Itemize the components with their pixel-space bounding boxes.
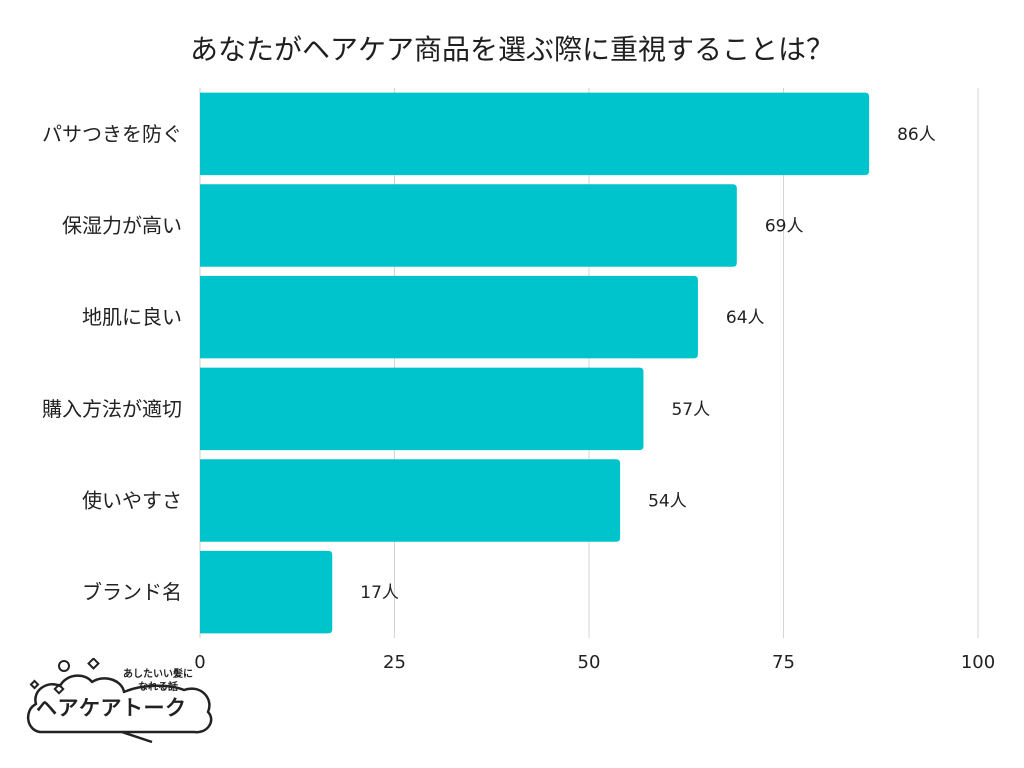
logo-tagline-line1: あしたいい髪に [123, 669, 193, 680]
bar [200, 92, 870, 176]
value-labels: 86人 69人 64人 57人 54人 17人 [360, 125, 935, 603]
bar [200, 459, 621, 542]
logo-text: ヘアケアトーク [36, 696, 187, 720]
bar [200, 184, 737, 267]
category-label: 保湿力が高い [62, 214, 182, 238]
bar [200, 367, 644, 451]
value-label: 69人 [765, 217, 804, 237]
chart-title: あなたがヘアケア商品を選ぶ際に重視することは？ [189, 33, 834, 66]
x-tick-label: 50 [578, 652, 601, 673]
x-tick-label: 0 [194, 652, 205, 673]
category-label: 使いやすさ [82, 489, 182, 513]
value-label: 86人 [897, 125, 936, 145]
brand-logo: あしたいい髪に なれる話 ヘアケアトーク [22, 658, 222, 744]
x-tick-label: 75 [772, 652, 795, 673]
category-label: 購入方法が適切 [42, 397, 182, 421]
value-label: 64人 [726, 308, 765, 328]
logo-tagline-line2: なれる話 [138, 682, 178, 693]
bars [200, 92, 870, 634]
logo-cloud-icon [27, 658, 213, 744]
x-tick-label: 25 [383, 652, 406, 673]
value-label: 17人 [360, 583, 399, 603]
x-tick-label: 100 [961, 652, 995, 673]
category-label: 地肌に良い [82, 305, 182, 329]
grid-lines [199, 88, 979, 638]
bar [200, 275, 698, 359]
value-label: 57人 [671, 400, 710, 420]
logo-tagline: あしたいい髪に なれる話 [108, 668, 208, 694]
category-label: ブランド名 [82, 580, 182, 604]
value-label: 54人 [648, 492, 687, 512]
category-label: パサつきを防ぐ [42, 122, 182, 146]
bar [200, 550, 333, 634]
x-axis-ticks: 0 25 50 75 100 [194, 652, 995, 673]
